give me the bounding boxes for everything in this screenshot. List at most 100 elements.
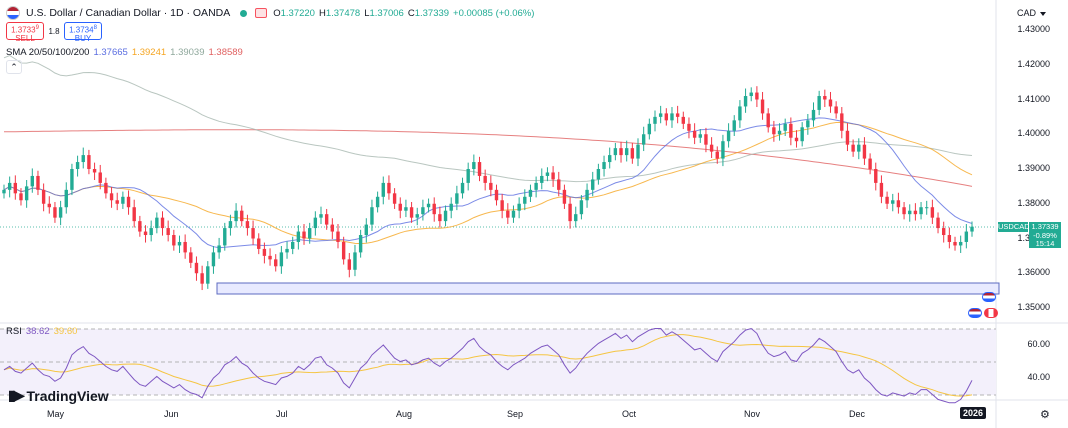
market-open-icon <box>240 9 248 17</box>
candle-body <box>404 207 408 211</box>
candle-body <box>670 113 674 121</box>
candle-body <box>489 182 493 190</box>
candle-body <box>494 189 499 201</box>
candle-body <box>619 148 623 156</box>
rsi-legend[interactable]: RSI 38.62 39.60 <box>6 326 77 337</box>
candle-body <box>92 169 97 173</box>
symbol-tag: USDCAD <box>998 222 1030 232</box>
candle-body <box>545 172 550 176</box>
candle-body <box>913 210 918 215</box>
candle-body <box>115 200 119 204</box>
symbol-title[interactable]: U.S. Dollar / Canadian Dollar · 1D · OAN… <box>26 7 231 19</box>
rsi-line <box>3 327 973 404</box>
open-value: 1.37220 <box>280 7 315 19</box>
price-tick-label: 1.35000 <box>1017 302 1050 312</box>
candle-body <box>506 210 510 218</box>
candle-body <box>806 120 810 128</box>
ca-event-icon[interactable] <box>984 308 998 318</box>
candle-body <box>364 224 368 236</box>
candle-body <box>585 189 589 201</box>
candle-body <box>551 172 555 180</box>
candle-body <box>234 210 238 222</box>
candle-body <box>217 245 221 253</box>
candle-body <box>630 148 635 159</box>
us-event-icon-2[interactable] <box>968 308 982 318</box>
candle-body <box>291 241 295 249</box>
candle-body <box>398 203 402 211</box>
chart-header: U.S. Dollar / Canadian Dollar · 1D · OAN… <box>6 6 534 20</box>
candle-body <box>421 207 425 215</box>
candle-body <box>777 130 782 135</box>
candle-body <box>426 203 431 208</box>
candle-body <box>341 241 346 260</box>
high-value: 1.37478 <box>325 7 361 19</box>
candle-body <box>964 231 969 242</box>
candle-body <box>879 182 884 197</box>
candle-body <box>517 203 521 211</box>
sma200-line <box>3 129 973 187</box>
candle-body <box>53 207 57 218</box>
candle-body <box>738 106 742 121</box>
candle-body <box>2 189 6 194</box>
candle-body <box>166 228 170 236</box>
buy-button[interactable]: 1.37348 BUY <box>64 22 102 42</box>
candle-body <box>149 228 153 236</box>
spread-value: 1.8 <box>48 26 60 36</box>
rsi-value: 38.62 <box>25 326 50 337</box>
alert-icon[interactable] <box>255 8 268 18</box>
candle-body <box>160 217 165 229</box>
candle-body <box>653 116 657 124</box>
sma-legend[interactable]: SMA 20/50/100/200 1.37665 1.39241 1.3903… <box>6 47 243 58</box>
candle-body <box>285 248 289 253</box>
price-tick-label: 1.36000 <box>1017 267 1050 278</box>
price-tick-label: 1.40000 <box>1017 128 1050 139</box>
candle-body <box>415 214 419 218</box>
candle-body <box>817 96 821 110</box>
price-tick-label: 1.41000 <box>1017 93 1050 104</box>
candle-body <box>7 182 12 190</box>
candle-body <box>834 106 838 114</box>
candle-body <box>636 144 640 159</box>
candle-body <box>874 169 878 183</box>
month-label: Sep <box>507 409 524 419</box>
candle-body <box>455 193 459 204</box>
candle-body <box>36 175 40 190</box>
month-label: Dec <box>849 409 866 419</box>
price-tick-label: 1.42000 <box>1017 58 1050 69</box>
candle-body <box>574 214 578 222</box>
candle-body <box>24 186 29 201</box>
tradingview-logo[interactable]: ▮▶ TradingView <box>8 387 109 404</box>
candle-body <box>862 144 867 159</box>
candle-body <box>500 200 504 211</box>
candle-body <box>664 113 669 121</box>
candle-body <box>851 144 855 152</box>
trade-panel: 1.37339 SELL 1.8 1.37348 BUY <box>6 22 102 42</box>
candle-body <box>930 207 935 218</box>
sell-button[interactable]: 1.37339 SELL <box>6 22 44 42</box>
candle-body <box>523 196 527 204</box>
settings-icon[interactable]: ⚙ <box>1040 409 1050 421</box>
us-event-icon[interactable] <box>982 292 996 302</box>
candle-body <box>891 200 895 204</box>
candle-body <box>941 228 946 236</box>
support-zone <box>216 282 1000 295</box>
candle-body <box>947 235 952 242</box>
collapse-legend-button[interactable]: ⌃ <box>6 60 22 74</box>
price-tick-label: 1.38000 <box>1017 197 1050 208</box>
candle-body <box>811 109 816 121</box>
candle-body <box>75 162 80 169</box>
candle-body <box>336 231 340 242</box>
candle-body <box>375 196 380 208</box>
candle-body <box>257 238 261 249</box>
candle-body <box>557 179 561 190</box>
candle-body <box>81 155 85 163</box>
candle-body <box>472 162 476 169</box>
candle-body <box>189 252 193 263</box>
currency-selector[interactable]: CAD <box>1017 8 1046 18</box>
candle-body <box>828 99 833 107</box>
candle-body <box>370 207 374 225</box>
candle-body <box>307 228 312 239</box>
month-label: May <box>47 409 65 419</box>
candle-body <box>596 169 601 180</box>
